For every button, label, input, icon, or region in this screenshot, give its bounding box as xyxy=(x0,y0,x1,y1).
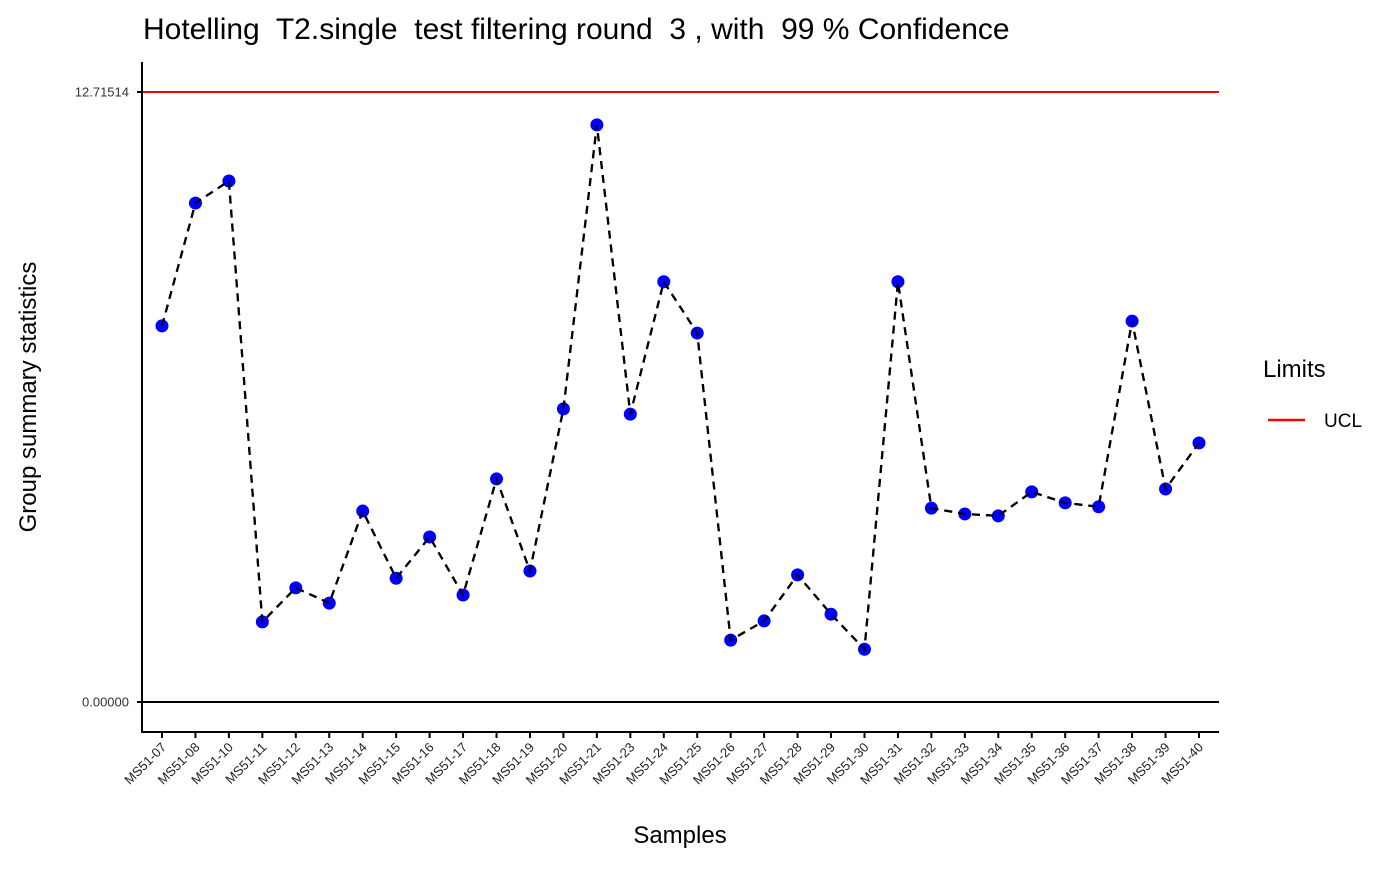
data-point-ms51-20 xyxy=(556,402,570,416)
chart-title: Hotelling T2.single test filtering round… xyxy=(143,13,1010,46)
data-point-ms51-31 xyxy=(891,275,905,289)
data-point-ms51-13 xyxy=(322,596,336,610)
y-tick-label: 0.00000 xyxy=(82,695,129,710)
data-point-ms51-10 xyxy=(222,174,236,188)
legend: Limits UCL xyxy=(1263,356,1362,432)
y-axis-label: Group summary statistics xyxy=(15,262,42,533)
plot-area xyxy=(142,91,1219,703)
data-point-ms51-37 xyxy=(1092,500,1106,514)
series-line xyxy=(160,124,1200,652)
data-point-ms51-24 xyxy=(657,275,671,289)
y-tick-label: 12.71514 xyxy=(75,85,129,100)
legend-title: Limits xyxy=(1263,356,1326,383)
series-line-overlay xyxy=(160,124,1200,652)
y-ticks: 0.00000 12.71514 xyxy=(75,85,142,710)
data-point-ms51-12 xyxy=(289,581,303,595)
data-point-ms51-14 xyxy=(356,504,370,518)
x-ticks: MS51-07MS51-08MS51-10MS51-11MS51-12MS51-… xyxy=(121,732,1206,787)
x-axis-label: Samples xyxy=(633,822,726,849)
legend-ucl-label: UCL xyxy=(1324,411,1362,432)
